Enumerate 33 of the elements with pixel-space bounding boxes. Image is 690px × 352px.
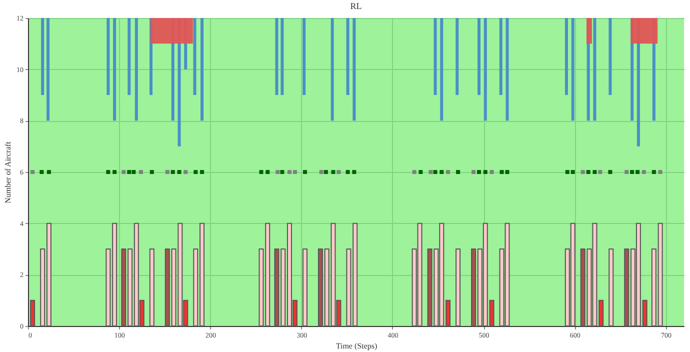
bar xyxy=(113,18,116,121)
bar xyxy=(608,18,612,95)
bar xyxy=(330,18,334,121)
bar xyxy=(346,18,350,95)
bar xyxy=(478,18,480,95)
bar xyxy=(134,18,138,121)
bar xyxy=(456,248,461,326)
chart-title: RL xyxy=(350,1,362,11)
bar xyxy=(280,18,284,95)
bar xyxy=(608,248,614,326)
bar xyxy=(434,18,437,95)
bar xyxy=(506,18,509,121)
bar xyxy=(484,18,487,121)
bar xyxy=(352,18,356,121)
bar xyxy=(46,18,50,121)
bar xyxy=(499,18,502,95)
bar xyxy=(128,18,131,95)
bar xyxy=(593,18,596,121)
bar xyxy=(193,18,196,95)
bar xyxy=(571,18,574,121)
bar xyxy=(200,18,204,121)
bar xyxy=(440,18,444,121)
bar xyxy=(456,18,459,95)
bar xyxy=(30,300,36,326)
y-axis-title: Number of Aircraft xyxy=(4,140,12,204)
x-axis-title: Time (Steps) xyxy=(336,342,378,350)
bar xyxy=(41,18,44,95)
bar xyxy=(275,18,278,95)
bar xyxy=(564,18,568,95)
bar xyxy=(302,248,308,326)
bar xyxy=(302,18,306,95)
bar xyxy=(106,18,110,95)
bar xyxy=(149,248,154,326)
